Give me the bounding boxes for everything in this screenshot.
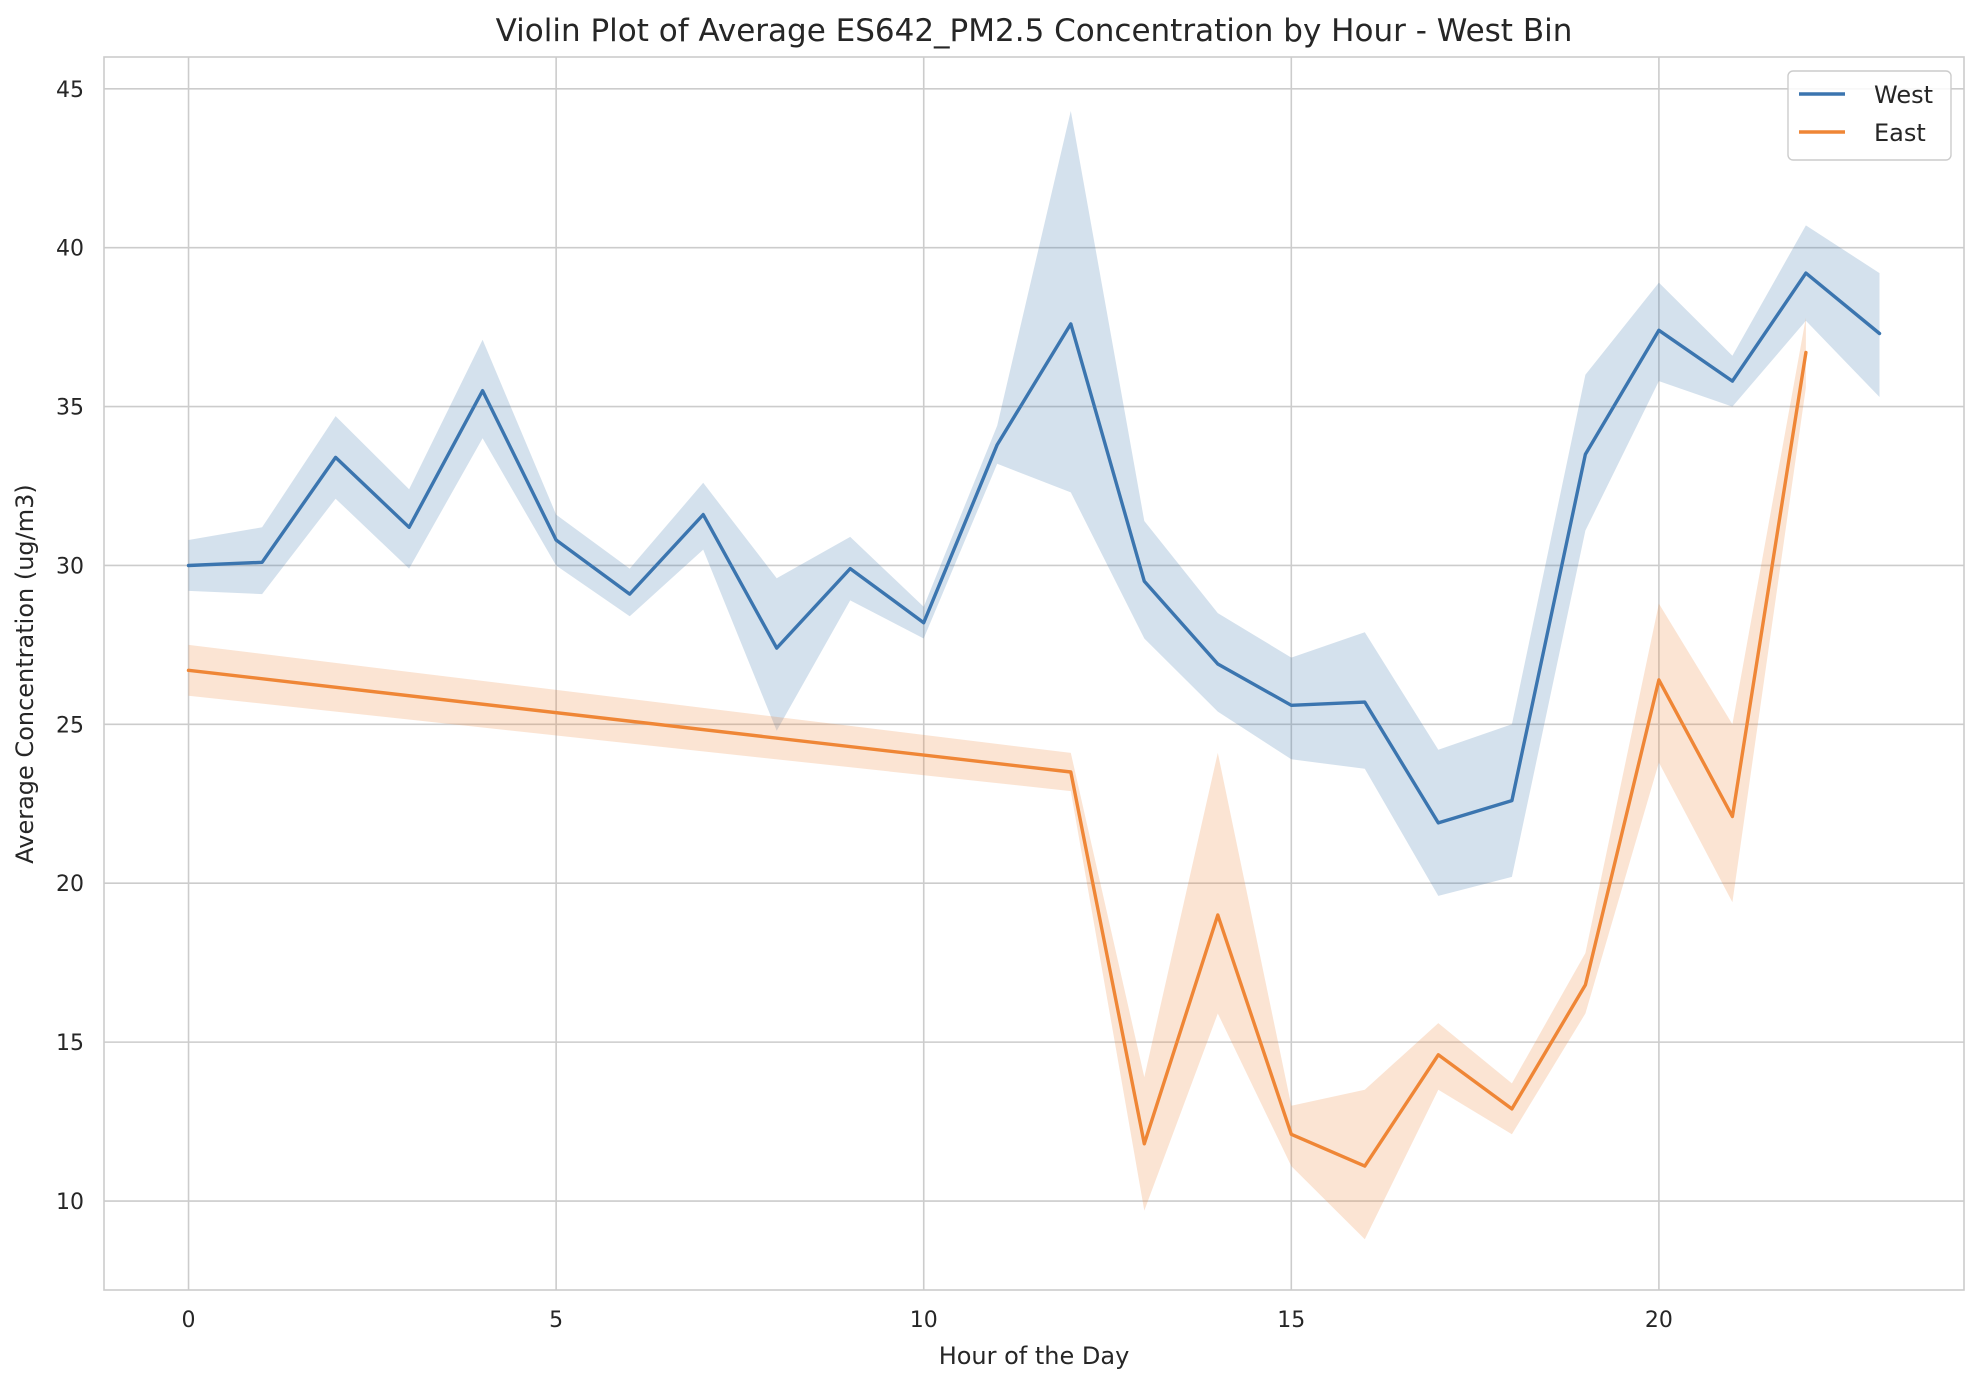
y-tick-label: 15 <box>56 1031 84 1056</box>
y-tick-label: 25 <box>56 713 84 738</box>
y-tick-label: 45 <box>56 78 84 103</box>
x-tick-label: 5 <box>549 1308 563 1333</box>
y-tick-label: 20 <box>56 872 84 897</box>
confidence-bands <box>188 111 1880 1240</box>
x-tick-label: 15 <box>1277 1308 1305 1333</box>
chart-title: Violin Plot of Average ES642_PM2.5 Conce… <box>496 13 1573 49</box>
y-tick-label: 30 <box>56 554 84 579</box>
east-confidence-band <box>188 317 1806 1240</box>
x-tick-label: 10 <box>910 1308 938 1333</box>
y-tick-label: 40 <box>56 237 84 262</box>
east-line <box>186 350 1808 1168</box>
west-line <box>186 271 1882 825</box>
x-tick-label: 20 <box>1645 1308 1673 1333</box>
y-axis-label: Average Concentration (ug/m3) <box>11 484 39 864</box>
legend-label-west: West <box>1874 81 1933 109</box>
series-lines <box>186 271 1882 1168</box>
legend: West East <box>1787 70 1952 161</box>
plot-frame <box>103 56 1965 1291</box>
west-confidence-band <box>188 111 1880 896</box>
x-tick-label: 0 <box>182 1308 196 1333</box>
grid <box>104 57 1964 1290</box>
y-tick-label: 10 <box>56 1190 84 1215</box>
y-tick-label: 35 <box>56 396 84 421</box>
x-axis-label: Hour of the Day <box>939 1342 1130 1370</box>
tick-labels: 0 5 10 15 20 10 15 20 25 30 35 40 45 <box>56 78 1673 1333</box>
legend-label-east: East <box>1874 119 1926 147</box>
